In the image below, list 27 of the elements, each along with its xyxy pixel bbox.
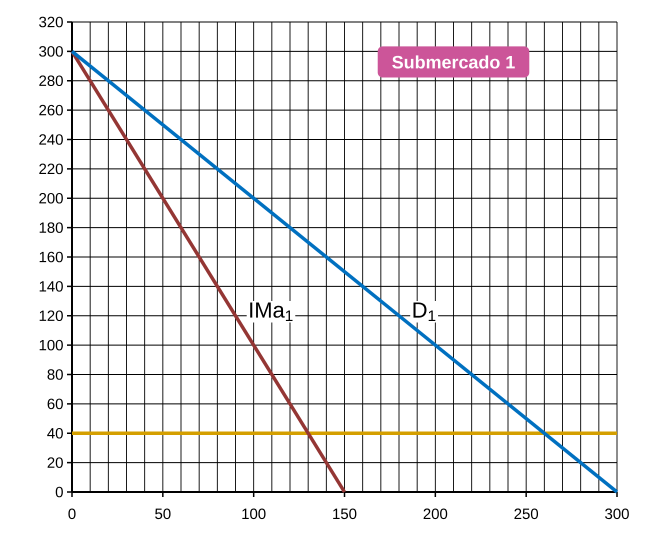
series-label: D$_{1}$	[414, 302, 436, 322]
y-tick-label: 140	[40, 281, 63, 292]
y-tick-label: 120	[40, 310, 63, 322]
y-tick-label: 160	[40, 252, 63, 262]
text: Submercado 1	[392, 55, 515, 69]
y-tick-label: 260	[39, 104, 63, 116]
y-tick-label: 280	[39, 75, 63, 86]
y-tick-label: 320	[39, 16, 63, 28]
y-tick-label: 0	[56, 486, 63, 498]
y-tick-label: 240	[39, 134, 63, 145]
x-tick-label: 250	[514, 508, 538, 520]
y-tick-label: 20	[48, 457, 63, 468]
y-tick-label: 220	[39, 164, 63, 174]
y-tick-label: 180	[40, 222, 63, 233]
y-tick-label: 300	[39, 46, 63, 57]
y-tick-label: 60	[48, 398, 63, 410]
x-tick-label: 200	[424, 508, 448, 520]
y-tick-label: 200	[39, 192, 63, 204]
x-tick-label: 300	[605, 508, 629, 520]
x-tick-label: 100	[242, 508, 266, 520]
x-tick-label: 150	[333, 508, 356, 520]
y-tick-label: 100	[40, 340, 63, 350]
x-tick-label: 0	[68, 508, 76, 520]
series-label: IMa$_{1}$	[250, 302, 293, 322]
y-tick-label: 80	[48, 369, 63, 380]
x-tick-label: 50	[155, 508, 171, 520]
y-tick-label: 40	[47, 428, 63, 439]
